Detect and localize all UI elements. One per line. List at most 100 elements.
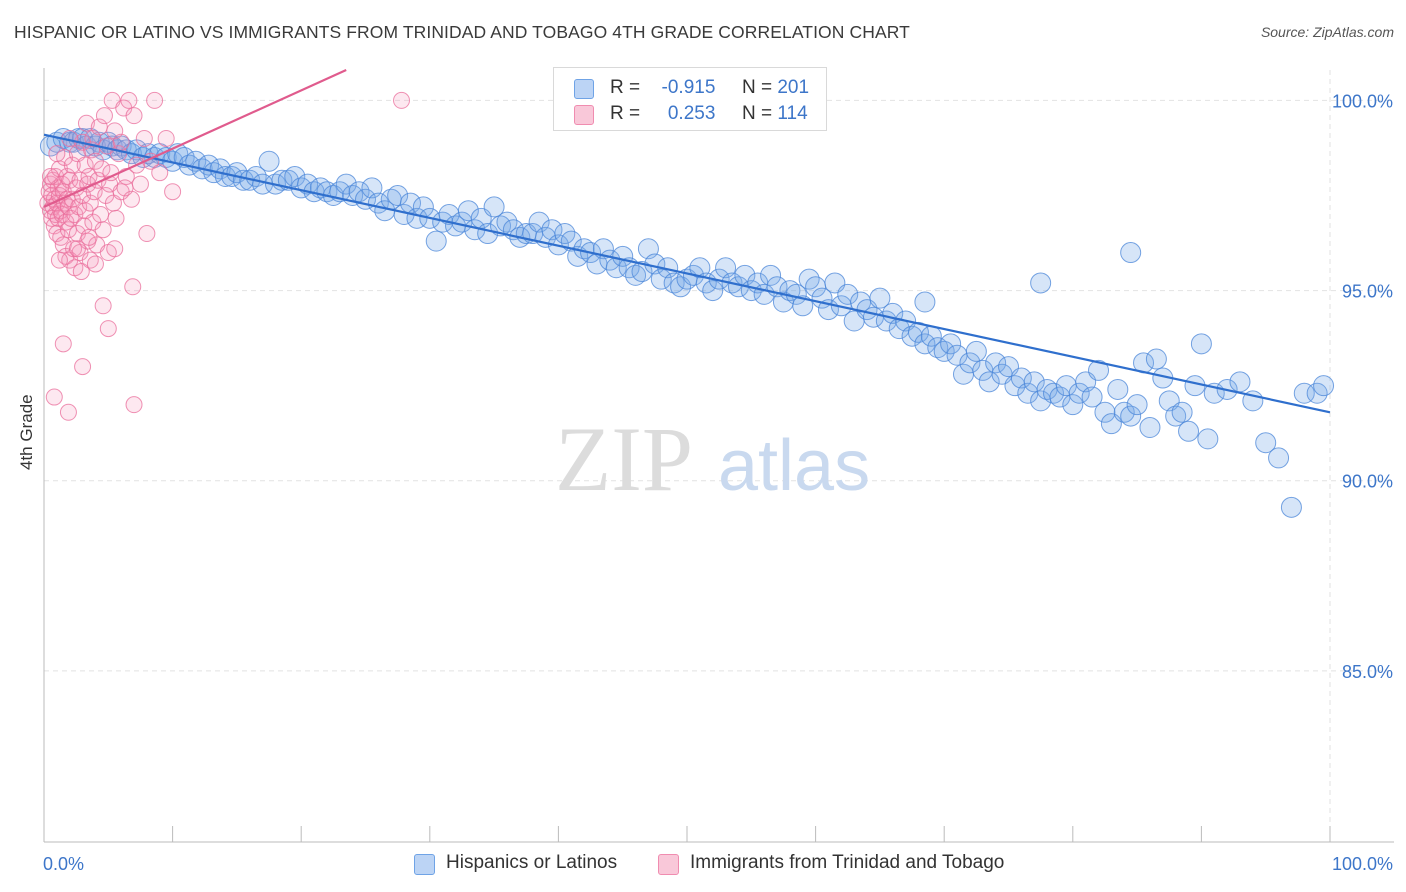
hispanic-point: [1145, 348, 1167, 370]
hispanic-point: [1068, 382, 1090, 404]
trinidad-point: [99, 320, 117, 338]
trinidad-point: [116, 179, 134, 197]
hispanic-point: [284, 165, 306, 187]
hispanic-point: [1062, 394, 1084, 416]
trinidad-point: [92, 206, 110, 224]
hispanic-point: [631, 261, 653, 283]
trinidad-point: [93, 160, 111, 178]
hispanic-point: [1120, 405, 1142, 427]
trinidad-point: [146, 91, 164, 109]
chart-title: HISPANIC OR LATINO VS IMMIGRANTS FROM TR…: [14, 22, 910, 42]
watermark-zip: ZIP: [555, 408, 693, 510]
trinidad-point: [72, 263, 90, 281]
legend-r-value: -0.915: [661, 77, 716, 98]
trinidad-point: [138, 225, 156, 243]
trinidad-point: [68, 240, 86, 258]
trinidad-point: [77, 114, 95, 132]
trinidad-point: [94, 297, 112, 315]
legend-swatch-pink: [574, 105, 594, 125]
legend-swatch-blue: [574, 79, 594, 99]
trinidad-point: [54, 335, 72, 353]
hispanic-point: [457, 200, 479, 222]
hispanic-point: [927, 337, 949, 359]
legend-n-value: 201: [777, 77, 810, 98]
hispanic-point: [1171, 401, 1193, 423]
hispanic-point: [335, 173, 357, 195]
hispanic-point: [483, 196, 505, 218]
hispanic-trend-line: [43, 133, 1331, 414]
legend-n-value: 114: [777, 103, 808, 124]
trinidad-point: [107, 209, 125, 227]
trinidad-trend-line: [43, 68, 347, 208]
trinidad-point: [45, 388, 63, 406]
trinidad-point: [124, 278, 142, 296]
legend-r-value: 0.253: [667, 103, 716, 124]
trinidad-point: [66, 206, 84, 224]
hispanic-point: [1094, 401, 1116, 423]
trinidad-point: [157, 129, 175, 147]
trinidad-point: [48, 145, 66, 163]
trinidad-point: [80, 228, 98, 246]
hispanic-point: [1120, 242, 1142, 264]
hispanic-point: [387, 184, 409, 206]
trinidad-point: [95, 107, 113, 125]
trinidad-point: [112, 133, 130, 151]
trinidad-point: [59, 403, 77, 421]
hispanic-point: [1043, 382, 1065, 404]
trinidad-point: [94, 221, 112, 239]
trinidad-point: [41, 167, 59, 185]
hispanic-point: [1088, 359, 1110, 381]
hispanic-point: [625, 264, 647, 286]
trinidad-point: [164, 183, 182, 201]
hispanic-point: [1081, 386, 1103, 408]
hispanic-point: [1139, 416, 1161, 438]
trend-lines: [43, 68, 1331, 414]
hispanic-point: [901, 325, 923, 347]
hispanic-point: [1113, 401, 1135, 423]
y-tick-label: 95.0%: [1342, 282, 1393, 302]
data-points: [39, 91, 1335, 518]
hispanic-point: [258, 150, 280, 172]
bottom-legend-swatch-pink: [658, 854, 679, 875]
watermark-atlas: atlas: [718, 426, 870, 506]
trinidad-point: [50, 251, 68, 269]
trinidad-point: [80, 167, 98, 185]
hispanic-point: [1197, 428, 1219, 450]
hispanic-point: [1030, 272, 1052, 294]
hispanic-point: [1165, 405, 1187, 427]
trinidad-point: [120, 91, 138, 109]
legend-n-label: N =: [741, 77, 773, 98]
hispanic-point: [965, 340, 987, 362]
hispanic-point: [760, 264, 782, 286]
legend-r-label: R =: [610, 77, 641, 98]
trinidad-point: [393, 91, 411, 109]
hispanic-point: [1293, 382, 1315, 404]
trinidad-point: [125, 396, 143, 414]
y-tick-label: 90.0%: [1342, 472, 1393, 492]
hispanic-point: [837, 283, 859, 305]
trinidad-point: [63, 156, 81, 174]
trinidad-point: [86, 255, 104, 273]
watermark: ZIP atlas: [555, 408, 870, 510]
bottom-legend-label: Hispanics or Latinos: [446, 852, 618, 873]
hispanic-point: [792, 295, 814, 317]
trinidad-point: [76, 156, 94, 174]
hispanic-point: [650, 268, 672, 290]
x-tick-label: 100.0%: [1332, 854, 1393, 874]
trinidad-point: [106, 240, 124, 258]
trinidad-point: [131, 175, 149, 193]
y-tick-label: 100.0%: [1332, 91, 1393, 111]
hispanic-point: [1107, 378, 1129, 400]
legend-r-label: R =: [610, 103, 641, 124]
trinidad-point: [74, 358, 92, 376]
stats-legend: R = -0.915 N = 201 R = 0.253 N = 114: [553, 67, 827, 131]
hispanic-point: [663, 272, 685, 294]
bottom-legend-swatch-blue: [414, 854, 435, 875]
hispanic-point: [914, 291, 936, 313]
legend-n-label: N =: [741, 103, 773, 124]
hispanic-point: [702, 280, 724, 302]
hispanic-point: [1255, 432, 1277, 454]
hispanic-point: [940, 333, 962, 355]
hispanic-point: [959, 352, 981, 374]
